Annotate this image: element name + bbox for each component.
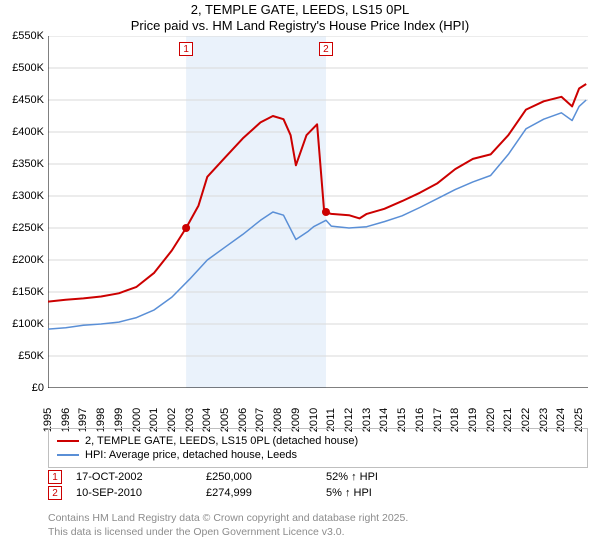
sale-marker-1: 1	[48, 470, 62, 484]
chart-plot-area: £0£50K£100K£150K£200K£250K£300K£350K£400…	[48, 36, 588, 388]
legend-item-property: 2, TEMPLE GATE, LEEDS, LS15 0PL (detache…	[57, 435, 579, 447]
y-tick-label: £350K	[12, 158, 44, 170]
legend-item-hpi: HPI: Average price, detached house, Leed…	[57, 449, 579, 461]
y-tick-label: £250K	[12, 222, 44, 234]
y-tick-label: £50K	[18, 350, 44, 362]
chart-title: 2, TEMPLE GATE, LEEDS, LS15 0PL Price pa…	[0, 0, 600, 35]
y-tick-label: £150K	[12, 286, 44, 298]
sale-row: 1 17-OCT-2002 £250,000 52% ↑ HPI	[48, 470, 588, 484]
y-tick-label: £400K	[12, 126, 44, 138]
sale-delta: 52% ↑ HPI	[326, 471, 588, 483]
y-tick-label: £500K	[12, 62, 44, 74]
y-tick-label: £550K	[12, 30, 44, 42]
title-line-1: 2, TEMPLE GATE, LEEDS, LS15 0PL	[0, 2, 600, 18]
attribution-footnote: Contains HM Land Registry data © Crown c…	[48, 512, 588, 539]
sale-date: 10-SEP-2010	[76, 487, 206, 499]
title-line-2: Price paid vs. HM Land Registry's House …	[0, 18, 600, 34]
sales-list: 1 17-OCT-2002 £250,000 52% ↑ HPI 2 10-SE…	[48, 468, 588, 502]
sale-price: £274,999	[206, 487, 326, 499]
y-tick-label: £200K	[12, 254, 44, 266]
footnote-line-1: Contains HM Land Registry data © Crown c…	[48, 512, 588, 526]
event-marker-1: 1	[179, 42, 193, 56]
sale-marker-2: 2	[48, 486, 62, 500]
legend-label-property: 2, TEMPLE GATE, LEEDS, LS15 0PL (detache…	[85, 435, 358, 447]
footnote-line-2: This data is licensed under the Open Gov…	[48, 526, 588, 540]
y-tick-label: £100K	[12, 318, 44, 330]
legend-swatch-property	[57, 440, 79, 442]
sale-price: £250,000	[206, 471, 326, 483]
event-marker-2: 2	[319, 42, 333, 56]
legend-swatch-hpi	[57, 454, 79, 456]
sale-date: 17-OCT-2002	[76, 471, 206, 483]
y-tick-label: £450K	[12, 94, 44, 106]
legend: 2, TEMPLE GATE, LEEDS, LS15 0PL (detache…	[48, 428, 588, 468]
sale-delta: 5% ↑ HPI	[326, 487, 588, 499]
legend-label-hpi: HPI: Average price, detached house, Leed…	[85, 449, 297, 461]
y-tick-label: £300K	[12, 190, 44, 202]
sale-row: 2 10-SEP-2010 £274,999 5% ↑ HPI	[48, 486, 588, 500]
y-tick-label: £0	[32, 382, 44, 394]
